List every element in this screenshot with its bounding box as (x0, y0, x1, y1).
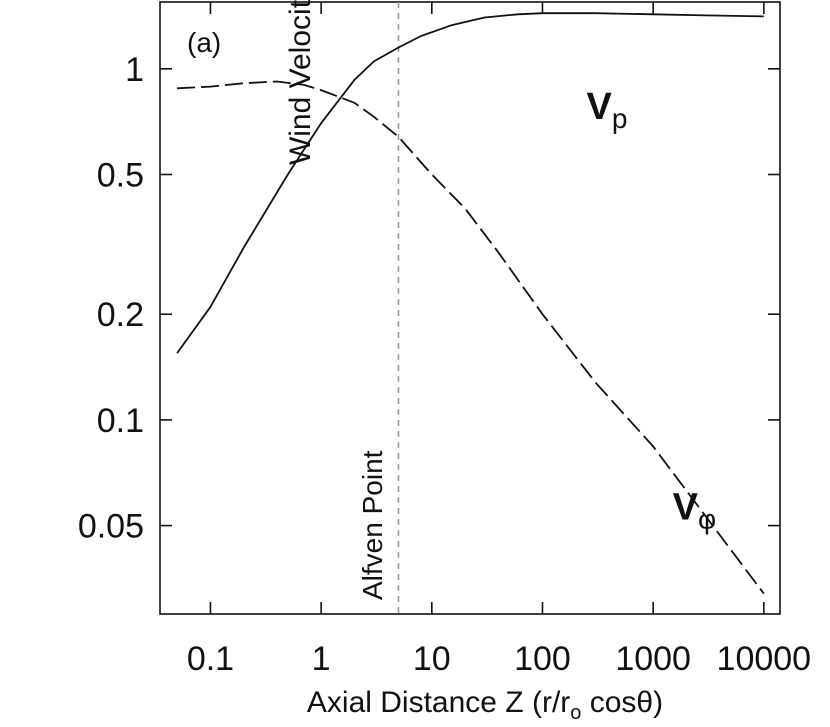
y-tick-label: 0.05 (78, 508, 144, 546)
y-tick-label: 1 (125, 51, 144, 89)
y-tick-label: 0.2 (97, 296, 144, 334)
series-line-vp (176, 12, 764, 354)
x-tick-label: 10000 (717, 640, 812, 678)
series-label-vphi: Vφ (673, 487, 717, 535)
x-tick-label: 100 (514, 640, 571, 678)
y-axis-title: Wind Velocity v/vK (284, 0, 322, 165)
x-axis-title: Axial Distance Z (r/ro cosθ) (307, 686, 663, 724)
x-tick-label: 10 (413, 640, 451, 678)
panel-label: (a) (187, 27, 221, 58)
series-line-vphi (177, 80, 765, 595)
x-tick-label: 0.1 (187, 640, 234, 678)
series-label-vp: Vp (587, 86, 628, 134)
y-tick-label: 0.5 (97, 157, 144, 195)
x-tick-label: 1 (312, 640, 331, 678)
data-series (176, 12, 765, 595)
alfven-point-label: Alfven Point (357, 450, 388, 600)
plot-frame (159, 1, 781, 615)
chart-labels: Vp Vφ (a) Alfven Point Axial Distance Z (r/r… (187, 0, 716, 724)
y-tick-label: 0.1 (97, 402, 144, 440)
x-tick-label: 1000 (615, 640, 691, 678)
axis-ticks: 0.1 1 10 100 1000 10000 0.05 0.1 0.2 0.5 1 (78, 2, 811, 678)
